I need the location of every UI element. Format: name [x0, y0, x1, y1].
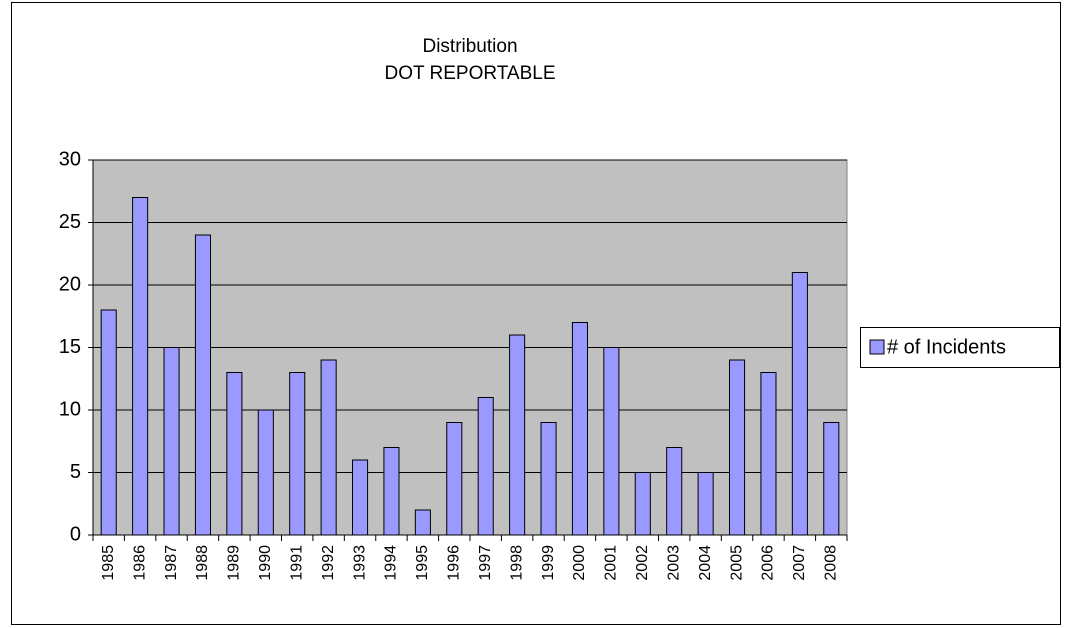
x-tick-label: 1994 [383, 545, 400, 581]
bar [414, 509, 431, 536]
x-tick-label: 2004 [697, 545, 714, 581]
x-tick-label: 1988 [194, 545, 211, 581]
bar [226, 372, 243, 536]
bar [571, 322, 588, 536]
bar [729, 359, 746, 536]
x-tick-label: 1986 [131, 545, 148, 581]
x-tick-label: 2006 [760, 545, 777, 581]
bar [383, 447, 400, 536]
bar [289, 372, 306, 536]
y-tick-label: 20 [59, 273, 81, 295]
legend-label: # of Incidents [887, 336, 1006, 358]
chart-subtitle: DOT REPORTABLE [384, 63, 555, 84]
x-tick-label: 1991 [288, 545, 305, 581]
bar [477, 397, 494, 536]
x-tick-label: 1996 [446, 545, 463, 581]
bar [791, 272, 808, 536]
y-tick-label: 5 [70, 461, 81, 483]
chart-title: Distribution [422, 36, 517, 57]
bar [320, 359, 337, 536]
x-tick-label: 1992 [320, 545, 337, 581]
legend-box [860, 327, 1060, 368]
x-tick-label: 2002 [634, 545, 651, 581]
x-tick-label: 1998 [508, 545, 525, 581]
x-tick-label: 2005 [728, 545, 745, 581]
x-tick-label: 1997 [477, 545, 494, 581]
x-tick-label: 1999 [540, 545, 557, 581]
bar [634, 472, 651, 536]
bar [509, 334, 526, 536]
bar [603, 347, 620, 536]
bar [132, 197, 149, 536]
x-tick-label: 1995 [414, 545, 431, 581]
bar [257, 409, 274, 536]
bar [163, 347, 180, 536]
y-tick-label: 0 [70, 523, 81, 545]
x-tick-label: 2008 [823, 545, 840, 581]
bar [352, 459, 369, 536]
bar [823, 422, 840, 536]
bar [666, 447, 683, 536]
x-tick-label: 2000 [571, 545, 588, 581]
x-tick-label: 1990 [257, 545, 274, 581]
x-tick-label: 2007 [791, 545, 808, 581]
y-tick-label: 30 [59, 148, 81, 170]
bar [697, 472, 714, 536]
x-tick-label: 1993 [351, 545, 368, 581]
y-tick-label: 25 [59, 211, 81, 233]
y-tick-label: 15 [59, 336, 81, 358]
x-tick-label: 2001 [603, 545, 620, 581]
bar [446, 422, 463, 536]
x-tick-label: 1985 [100, 545, 117, 581]
x-tick-label: 2003 [665, 545, 682, 581]
bar [760, 372, 777, 536]
y-tick-label: 10 [59, 398, 81, 420]
bar [100, 309, 117, 536]
bar [540, 422, 557, 536]
bar [194, 234, 211, 536]
x-tick-label: 1987 [163, 545, 180, 581]
legend-swatch [869, 339, 885, 355]
x-tick-label: 1989 [226, 545, 243, 581]
